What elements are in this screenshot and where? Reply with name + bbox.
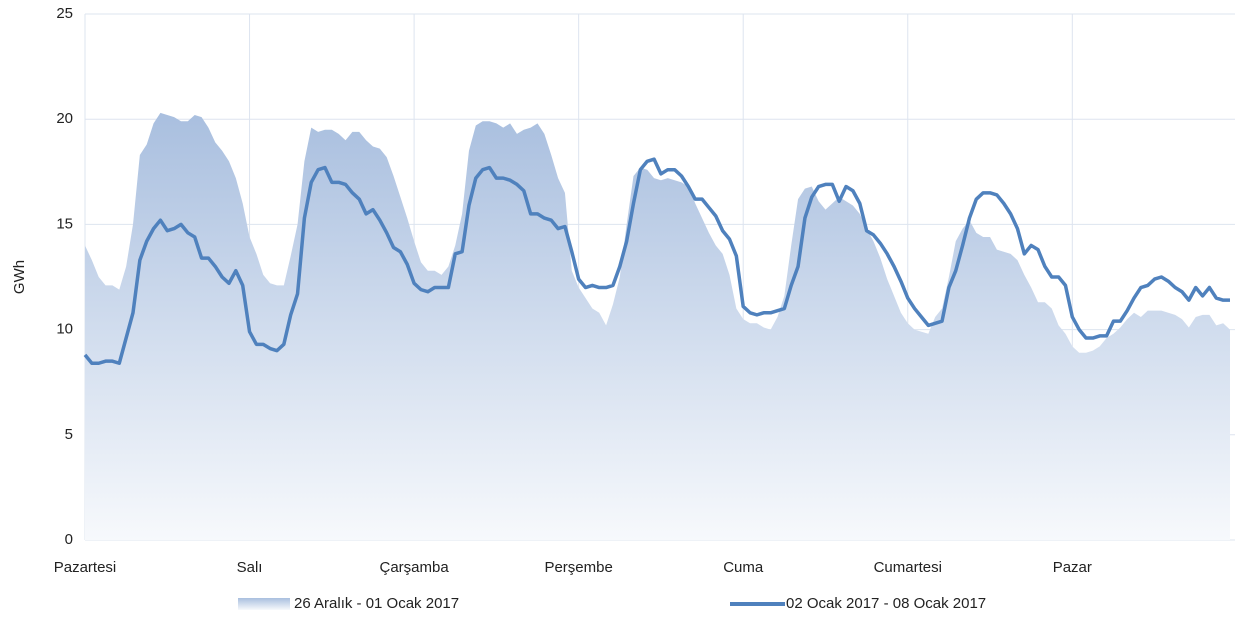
legend-swatch xyxy=(238,598,290,610)
y-tick-label: 25 xyxy=(56,5,73,22)
legend-label: 02 Ocak 2017 - 08 Ocak 2017 xyxy=(786,595,986,612)
line xyxy=(83,157,1230,366)
marks xyxy=(83,112,1230,540)
x-tick-label: Cumartesi xyxy=(874,559,942,576)
y-tick-label: 5 xyxy=(65,426,73,443)
x-tick-label: Pazartesi xyxy=(54,559,117,576)
y-tick-label: 15 xyxy=(56,215,73,232)
x-tick-label: Perşembe xyxy=(544,559,612,576)
x-tick-label: Cuma xyxy=(723,559,764,576)
legend-label: 26 Aralık - 01 Ocak 2017 xyxy=(294,595,459,612)
y-tick-label: 0 xyxy=(65,531,73,548)
labels: 0 5 10 15 20 25 Pazartesi Salı Çarşamba Perşembe C… xyxy=(54,5,1092,612)
x-tick-label: Pazar xyxy=(1053,559,1092,576)
x-tick-label: Salı xyxy=(237,559,263,576)
y-tick-label: 10 xyxy=(56,321,73,338)
y-tick-label: 20 xyxy=(56,110,73,127)
y-axis-label: GWh xyxy=(11,260,28,294)
area xyxy=(85,112,1230,540)
x-tick-label: Çarşamba xyxy=(380,559,450,576)
